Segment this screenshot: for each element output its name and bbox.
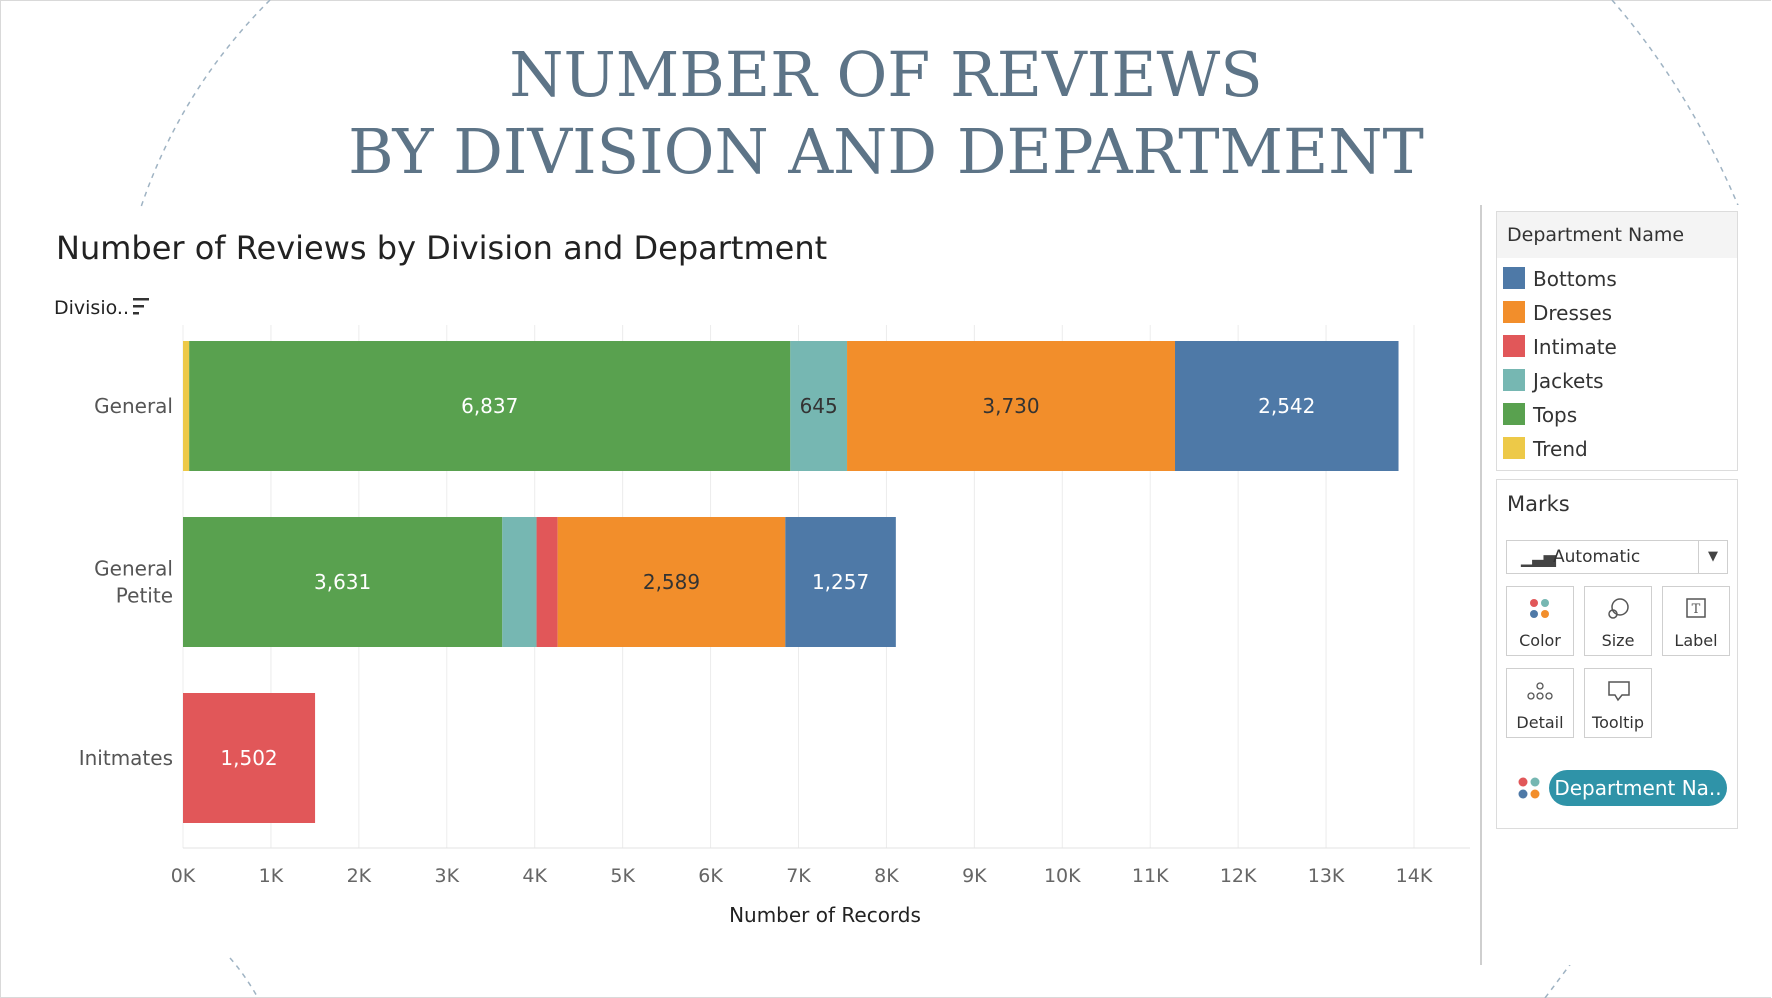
color-label: Color: [1519, 631, 1561, 650]
x-tick-label: 9K: [962, 865, 987, 887]
bar-data-label: 6,837: [461, 394, 518, 418]
y-axis-header[interactable]: Divisio..: [54, 297, 129, 319]
legend-label: Trend: [1533, 437, 1588, 461]
x-tick-label: 1K: [259, 865, 284, 887]
x-tick-label: 11K: [1132, 865, 1169, 887]
slide-title-line1: NUMBER OF REVIEWS: [509, 38, 1263, 111]
legend-swatch: [1503, 437, 1525, 459]
chart-title: Number of Reviews by Division and Depart…: [56, 229, 827, 267]
legend: Department Name Bottoms Dresses Intimate…: [1496, 211, 1738, 471]
bar-segment[interactable]: [189, 341, 791, 471]
detail-icon: [1527, 682, 1553, 700]
x-tick-labels: 0K 1K 2K 3K 4K 5K 6K 7K 8K 9K 10K 11K 12K 13K 14K: [171, 865, 1433, 887]
bars: 6,837 645 3,730 2,542 3,631 2,589 1,257 1,502: [183, 341, 1399, 823]
label-button[interactable]: T Label: [1662, 586, 1730, 656]
mark-type-dropdown[interactable]: ▁▃▅ Automatic ▼: [1506, 540, 1728, 574]
slide-title-line2: BY DIVISION AND DEPARTMENT: [348, 115, 1424, 188]
category-labels: General General Petite Initmates: [79, 394, 173, 770]
mark-type-value: Automatic: [1553, 547, 1641, 567]
x-tick-label: 14K: [1396, 865, 1433, 887]
x-tick-label: 13K: [1308, 865, 1345, 887]
bar-data-label: 3,730: [982, 394, 1039, 418]
bar-segment[interactable]: [1175, 341, 1399, 471]
detail-label: Detail: [1516, 713, 1564, 732]
bar-chart-icon: ▁▃▅: [1521, 548, 1556, 567]
legend-swatch: [1503, 335, 1525, 357]
bar-segment[interactable]: [183, 693, 316, 823]
tooltip-button[interactable]: Tooltip: [1584, 668, 1652, 738]
x-tick-label: 0K: [171, 865, 196, 887]
legend-label: Jackets: [1533, 369, 1604, 393]
bar-data-label: 2,542: [1258, 394, 1315, 418]
size-icon: [1608, 598, 1629, 619]
bar-segment[interactable]: [183, 341, 190, 471]
category-label: General: [94, 394, 173, 418]
bar-data-label: 3,631: [314, 570, 371, 594]
size-button[interactable]: Size: [1584, 586, 1652, 656]
bar-segment[interactable]: [536, 517, 558, 647]
x-tick-label: 12K: [1220, 865, 1257, 887]
legend-label: Intimate: [1533, 335, 1617, 359]
x-tick-label: 6K: [698, 865, 723, 887]
x-axis-label: Number of Records: [729, 903, 921, 927]
bar-data-label: 1,502: [220, 746, 277, 770]
sort-icon[interactable]: [133, 298, 149, 315]
chart: Number of Reviews by Division and Depart…: [54, 229, 1470, 927]
label-label: Label: [1674, 631, 1718, 650]
legend-label: Bottoms: [1533, 267, 1617, 291]
bar-data-label: 645: [800, 394, 838, 418]
svg-text:T: T: [1692, 602, 1701, 617]
department-name-pill[interactable]: Department Na..: [1549, 770, 1727, 806]
category-label: Initmates: [79, 746, 173, 770]
legend-swatch: [1503, 369, 1525, 391]
legend-swatch: [1503, 403, 1525, 425]
x-tick-label: 3K: [435, 865, 460, 887]
legend-swatch: [1503, 301, 1525, 323]
chevron-down-icon[interactable]: ▼: [1698, 541, 1727, 573]
category-label: General: [94, 557, 173, 581]
marks-card: Marks ▁▃▅ Automatic ▼ Color Size: [1496, 479, 1738, 829]
x-tick-label: 10K: [1044, 865, 1081, 887]
bar-segment[interactable]: [847, 341, 1176, 471]
x-tick-label: 2K: [347, 865, 372, 887]
legend-label: Tops: [1533, 403, 1578, 427]
color-button[interactable]: Color: [1506, 586, 1574, 656]
color-dots-icon: [1530, 599, 1549, 618]
category-label: Petite: [116, 584, 173, 608]
legend-label: Dresses: [1533, 301, 1613, 325]
label-icon: T: [1686, 598, 1706, 618]
bar-segment[interactable]: [790, 341, 848, 471]
legend-swatch: [1503, 267, 1525, 289]
bar-data-label: 2,589: [643, 570, 700, 594]
bar-segment[interactable]: [502, 517, 537, 647]
x-tick-label: 4K: [522, 865, 547, 887]
x-tick-label: 8K: [874, 865, 899, 887]
size-label: Size: [1601, 631, 1635, 650]
bar-segment[interactable]: [183, 517, 503, 647]
marks-title: Marks: [1507, 492, 1570, 516]
bar-segment[interactable]: [557, 517, 786, 647]
side-panel: Department Name Bottoms Dresses Intimate…: [1480, 205, 1772, 965]
legend-title: Department Name: [1497, 212, 1737, 258]
tooltip-icon: [1608, 681, 1630, 702]
bar-data-label: 1,257: [812, 570, 869, 594]
color-dots-icon: [1518, 777, 1540, 799]
tooltip-label: Tooltip: [1592, 713, 1644, 732]
detail-button[interactable]: Detail: [1506, 668, 1574, 738]
bar-segment[interactable]: [785, 517, 896, 647]
x-tick-label: 5K: [610, 865, 635, 887]
x-tick-label: 7K: [786, 865, 811, 887]
